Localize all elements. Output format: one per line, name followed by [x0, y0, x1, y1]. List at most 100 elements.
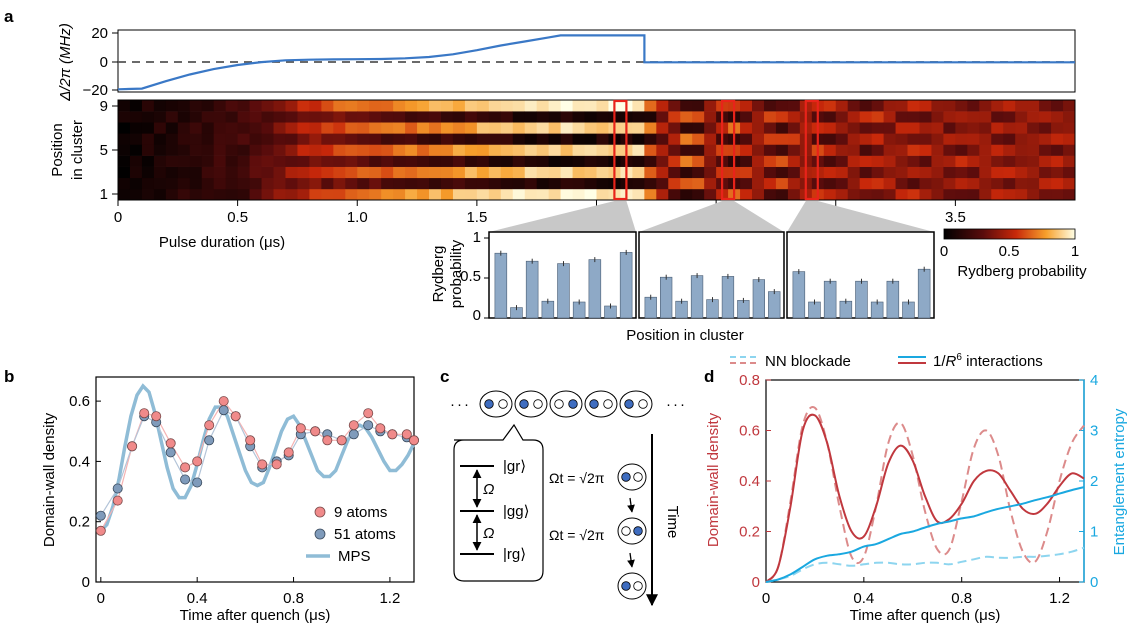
panel-d-left-ytick-label: 0.4 [739, 473, 760, 490]
heatmap-cell [512, 111, 526, 123]
heatmap-cell [309, 133, 322, 145]
heatmap-cell [692, 122, 705, 134]
heatmap-cell [1063, 133, 1076, 145]
heatmap-cell [345, 188, 358, 201]
legend-nn-blockade: NN blockade [765, 353, 851, 370]
heatmap-cell [883, 166, 897, 179]
panel-b-xtick-label: 0.8 [283, 590, 304, 607]
heatmap-cell [704, 155, 717, 167]
heatmap-cell [177, 111, 191, 123]
panel-d-xtick-label: 0.4 [853, 590, 874, 607]
heatmap-cell [1051, 122, 1064, 134]
point-9-atoms [295, 423, 306, 434]
heatmap-cell [536, 122, 550, 134]
heatmap-cell [668, 100, 681, 112]
heatmap-cell [584, 122, 597, 134]
heatmap-cell [297, 188, 310, 201]
heatmap-cell [297, 166, 310, 179]
heatmap-cell [201, 166, 215, 179]
heatmap-cell [177, 100, 191, 112]
heatmap-cell [405, 133, 418, 145]
heatmap-cell [464, 144, 478, 156]
heatmap-cell [919, 144, 932, 156]
heatmap-cell [500, 166, 514, 179]
heatmap-cell [871, 122, 885, 134]
heatmap-cell [177, 177, 191, 190]
heatmap-cell [871, 177, 885, 190]
omega-label-lower: Ω [483, 525, 494, 542]
point-9-atoms [375, 423, 386, 434]
point-9-atoms [204, 420, 215, 431]
heatmap-cell [787, 166, 801, 179]
heatmap-cell [1063, 144, 1076, 156]
heatmap-cell [118, 188, 131, 201]
atom-pair-trap [584, 390, 618, 418]
heatmap-cell [596, 166, 609, 179]
heatmap-cell [740, 100, 753, 112]
evolution-arrow-1 [627, 497, 635, 513]
panel-b-xlabel: Time after quench (μs) [180, 607, 331, 624]
heatmap-cell [524, 133, 538, 145]
heatmap-cell [333, 111, 346, 123]
heatmap-cell [393, 133, 406, 145]
heatmap-cell [680, 133, 693, 145]
heatmap-cell [632, 133, 645, 145]
heatmap-cell [141, 144, 155, 156]
heatmap-cell [895, 144, 909, 156]
heatmap-cell [560, 100, 574, 112]
heatmap-cell [285, 188, 298, 201]
inset-bar [525, 260, 539, 319]
heatmap-cell [249, 111, 263, 123]
heatmap-cell [632, 144, 645, 156]
heatmap-cell [129, 133, 143, 145]
heatmap-cell [847, 188, 861, 201]
heatmap-cell [752, 133, 765, 145]
inset-bar [588, 259, 602, 319]
atom [621, 526, 631, 536]
heatmap-cell [895, 155, 909, 167]
heatmap-cell [285, 177, 298, 190]
heatmap-cell [1063, 100, 1076, 112]
atom-pair-trap [479, 390, 513, 418]
point-9-atoms [363, 408, 374, 419]
detuning-curve [117, 34, 1075, 91]
heatmap-cell [464, 177, 478, 190]
heatmap-cell [955, 177, 968, 190]
heatmap-cell [369, 100, 382, 112]
panel-b-xtick-label: 1.2 [379, 590, 400, 607]
heatmap-cell [835, 188, 849, 201]
heatmap-cell [153, 122, 167, 134]
heatmap-cell [931, 133, 944, 145]
heatmap-cell [273, 155, 286, 167]
heatmap-cell [835, 155, 849, 167]
heatmap-cell [787, 188, 801, 201]
heatmap-cell [955, 188, 968, 201]
heatmap-cell [656, 133, 669, 145]
heatmap-cell [429, 133, 442, 145]
heatmap-cell [752, 100, 765, 112]
heatmap-cell [118, 100, 131, 112]
inset-bar [690, 275, 704, 319]
heatmap-cell [704, 144, 717, 156]
heatmap-cell [440, 144, 454, 156]
heatmap-cell [273, 100, 286, 112]
panel-d-right-ytick-label: 0 [1090, 574, 1098, 591]
heatmap-cell [381, 177, 394, 190]
heatmap-cell [859, 100, 873, 112]
heatmap-cell [895, 111, 909, 123]
heatmap-cell [393, 177, 406, 190]
heatmap-cell [1015, 144, 1028, 156]
heatmap-cell [907, 155, 920, 167]
legend-51-atoms-marker [314, 528, 326, 540]
heatmap-cell [1039, 100, 1052, 112]
heatmap-cell [393, 122, 406, 134]
heatmap-cell [237, 177, 251, 190]
heatmap-cell [357, 122, 370, 134]
heatmap-cell [740, 122, 753, 134]
point-9-atoms [245, 435, 256, 446]
heatmap-cell [393, 166, 406, 179]
heatmap-cell [405, 177, 418, 190]
heatmap-cell [536, 144, 550, 156]
atom [603, 399, 613, 409]
panel-d-left-ytick-label: 0.6 [739, 423, 760, 440]
